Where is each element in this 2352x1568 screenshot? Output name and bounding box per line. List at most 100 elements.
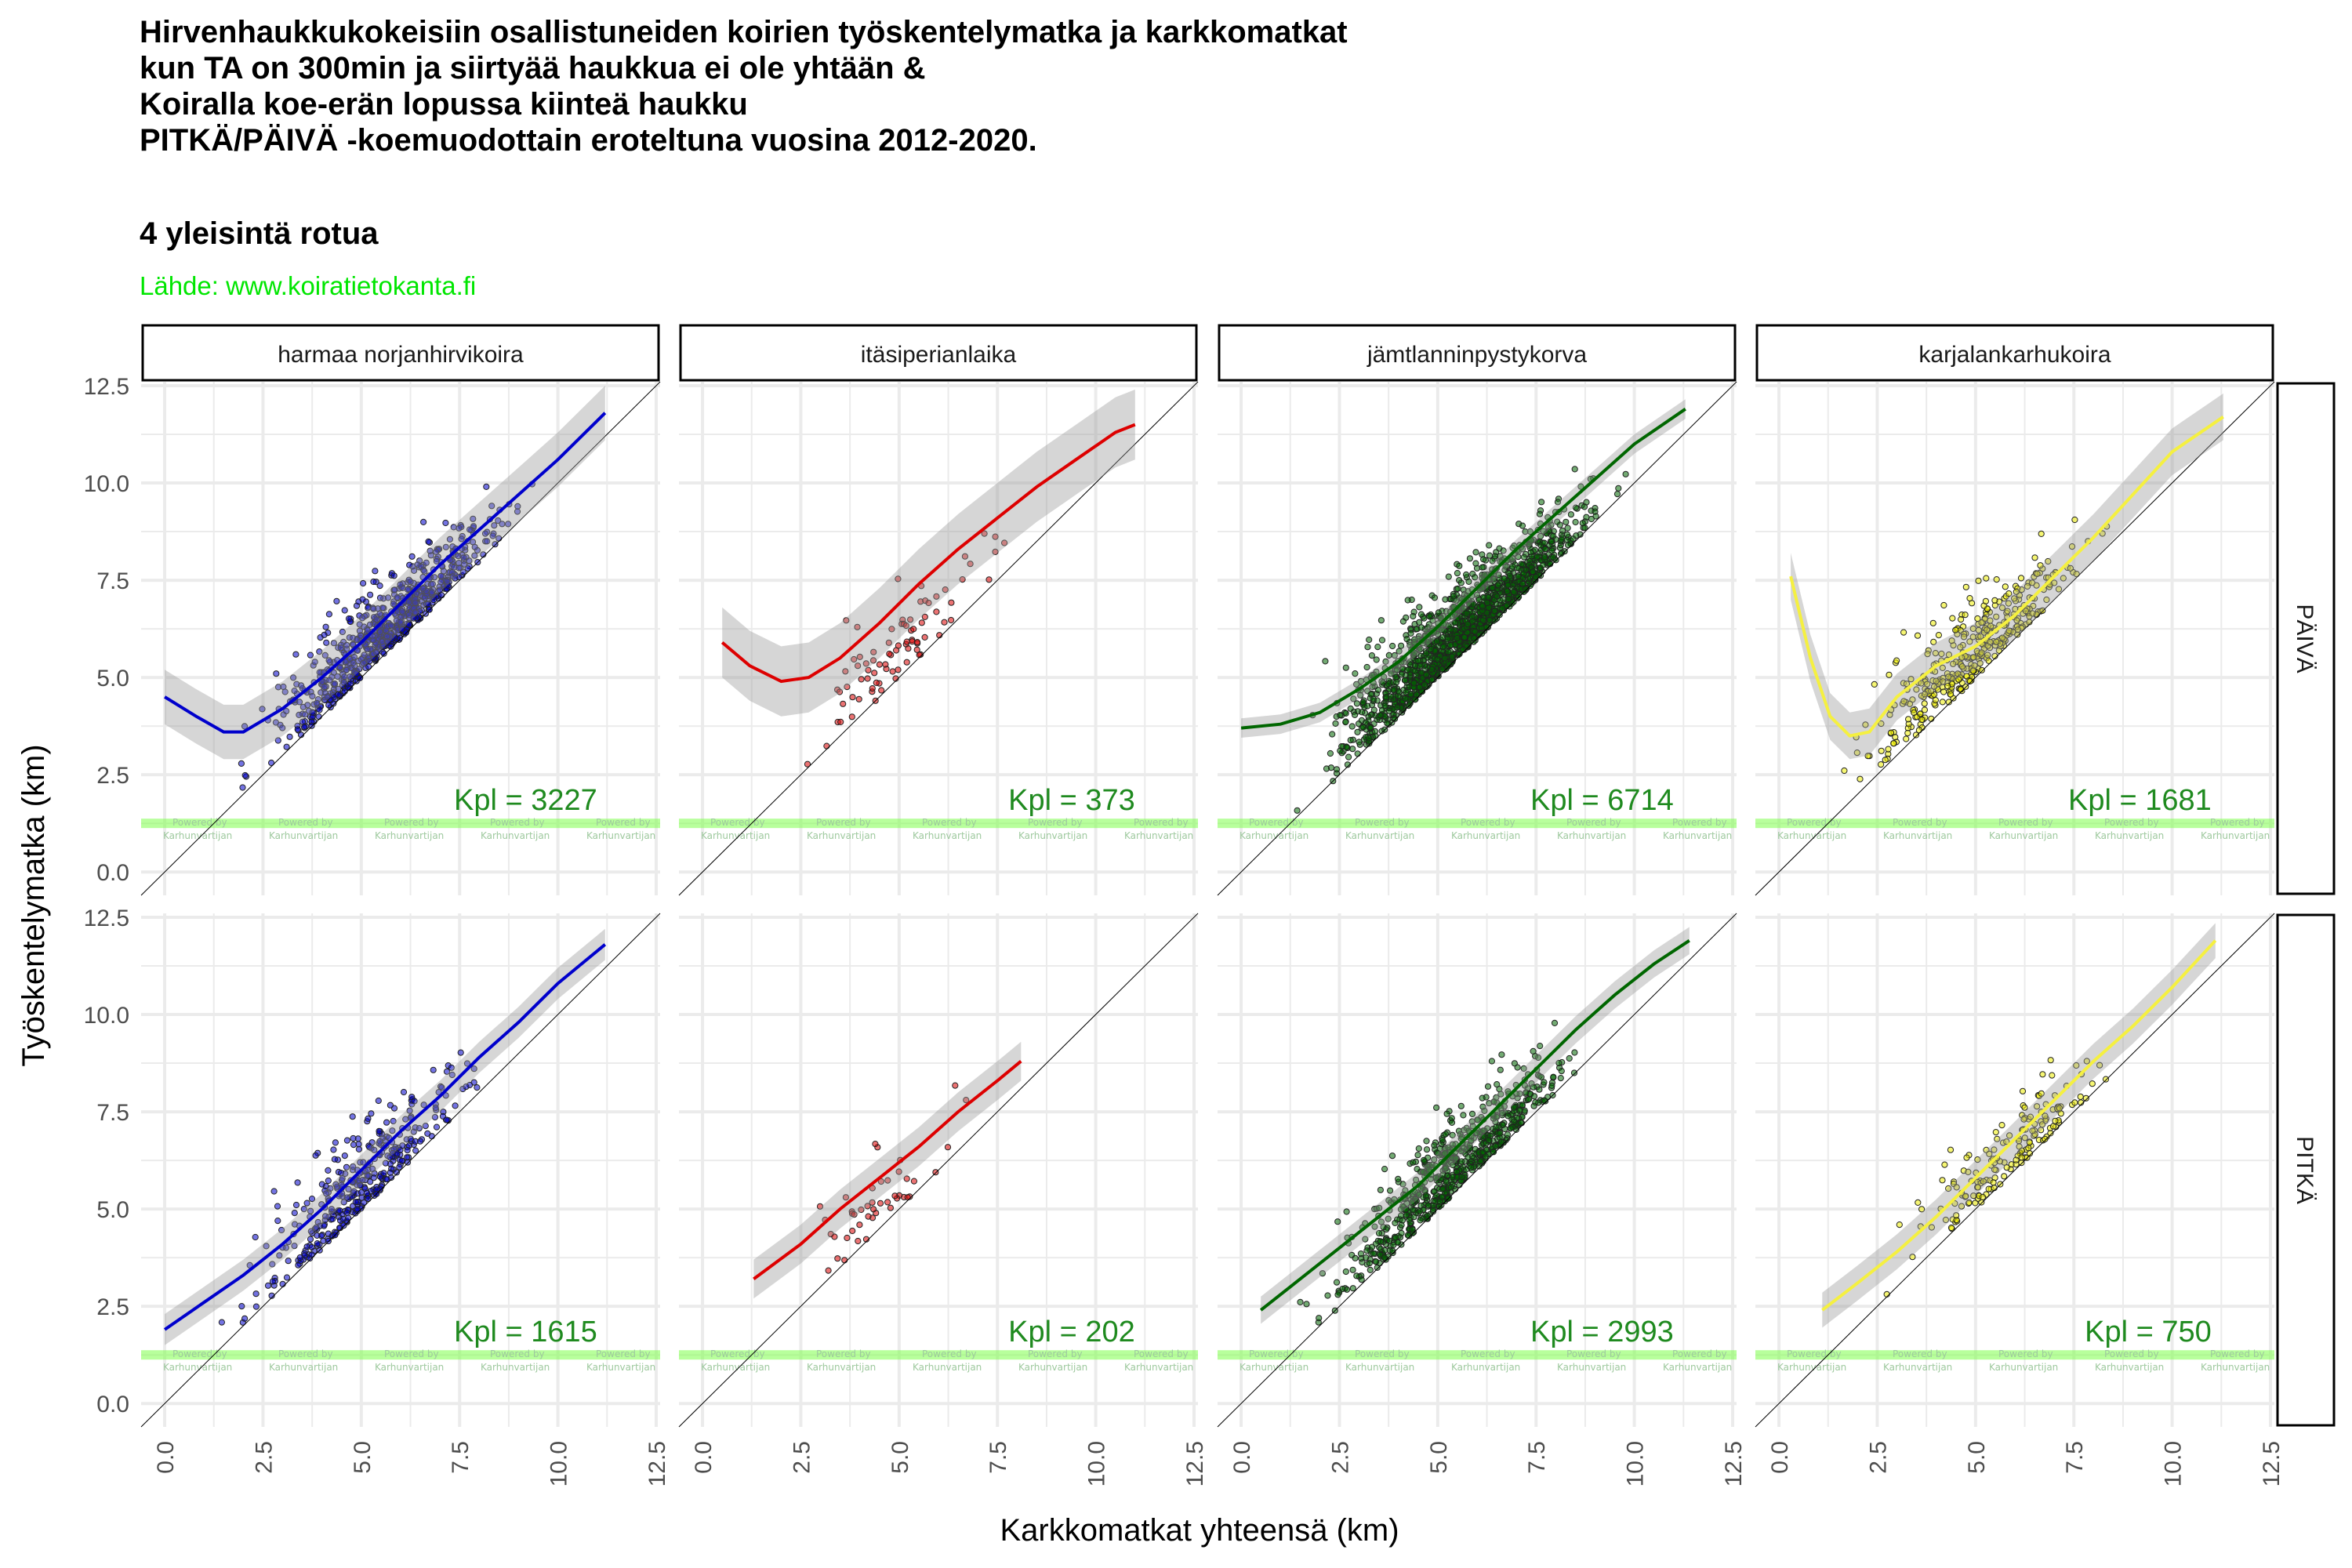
data-point bbox=[849, 694, 856, 701]
data-point bbox=[1463, 1166, 1470, 1173]
data-point bbox=[1563, 518, 1570, 525]
data-point bbox=[341, 607, 348, 614]
watermark-text: Powered by bbox=[1893, 1348, 1947, 1359]
data-point bbox=[2052, 1117, 2059, 1124]
watermark-text: Karhunvartijan bbox=[2095, 830, 2164, 841]
watermark-text: Powered by bbox=[1672, 817, 1727, 828]
x-tick-label: 5.0 bbox=[350, 1441, 376, 1474]
data-point bbox=[1332, 720, 1339, 728]
data-point bbox=[1353, 1272, 1360, 1279]
data-point bbox=[1471, 635, 1478, 642]
data-point bbox=[1370, 695, 1377, 703]
source-caption: Lähde: www.koiratietokanta.fi bbox=[140, 271, 477, 300]
data-point bbox=[2021, 1104, 2028, 1111]
watermark-band bbox=[141, 818, 660, 829]
data-point bbox=[1465, 1153, 1472, 1161]
data-point bbox=[1458, 1174, 1465, 1181]
data-point bbox=[1377, 1186, 1385, 1193]
data-point bbox=[1414, 1166, 1421, 1173]
data-point bbox=[2049, 1072, 2056, 1079]
row-strip-label: PITKÄ bbox=[2292, 1136, 2318, 1204]
data-point bbox=[848, 713, 855, 720]
data-point bbox=[349, 1113, 356, 1120]
watermark-text: Powered by bbox=[596, 1348, 651, 1359]
data-point bbox=[1905, 716, 1912, 723]
data-point bbox=[1414, 1152, 1421, 1159]
data-point bbox=[1454, 570, 1461, 577]
data-point bbox=[1303, 1301, 1310, 1308]
panel-7: Powered by Karhunvartijan Powered by Karhun… bbox=[1755, 913, 2275, 1428]
data-point bbox=[1491, 608, 1498, 615]
data-point bbox=[1404, 666, 1411, 673]
data-point bbox=[1468, 1110, 1476, 1118]
data-point bbox=[944, 1144, 952, 1151]
data-point bbox=[340, 1222, 347, 1229]
data-point bbox=[470, 515, 477, 522]
data-point bbox=[471, 552, 478, 559]
data-point bbox=[1472, 628, 1479, 635]
y-tick-label: 12.5 bbox=[84, 906, 129, 931]
data-point bbox=[1516, 1106, 1523, 1113]
data-point bbox=[1519, 522, 1526, 529]
data-point bbox=[933, 608, 940, 615]
watermark-text: Karhunvartijan bbox=[375, 830, 444, 841]
data-point bbox=[1392, 1234, 1399, 1241]
y-tick-label: 2.5 bbox=[96, 1294, 129, 1320]
data-point bbox=[1410, 680, 1417, 687]
data-point bbox=[458, 535, 465, 543]
data-point bbox=[1442, 1131, 1450, 1138]
watermark-text: Powered by bbox=[816, 1348, 871, 1359]
data-point bbox=[1540, 561, 1547, 568]
watermark-text: Powered by bbox=[278, 1348, 333, 1359]
x-tick-label: 0.0 bbox=[1767, 1441, 1793, 1474]
data-point bbox=[1343, 743, 1350, 751]
y-tick-label: 5.0 bbox=[96, 666, 129, 691]
data-point bbox=[433, 1123, 441, 1131]
data-point bbox=[1530, 1047, 1537, 1055]
x-tick-label: 0.0 bbox=[153, 1441, 179, 1474]
data-point bbox=[329, 1215, 336, 1223]
data-point bbox=[314, 1232, 321, 1240]
data-point bbox=[1359, 724, 1367, 731]
data-point bbox=[1581, 503, 1588, 510]
data-point bbox=[308, 1251, 315, 1258]
watermark-text: Powered by bbox=[2104, 1348, 2159, 1359]
data-point bbox=[855, 1237, 862, 1245]
data-point bbox=[1622, 470, 1629, 477]
data-point bbox=[1991, 597, 1998, 604]
data-point bbox=[1963, 1154, 1970, 1161]
data-point bbox=[2001, 1173, 2008, 1180]
data-point bbox=[1567, 511, 1575, 518]
y-tick-label: 5.0 bbox=[96, 1197, 129, 1223]
data-point bbox=[1551, 1019, 1559, 1027]
data-point bbox=[1548, 538, 1555, 545]
data-point bbox=[1488, 1058, 1496, 1065]
watermark-text: Powered by bbox=[490, 1348, 545, 1359]
data-point bbox=[404, 1147, 411, 1154]
data-point bbox=[1342, 1268, 1349, 1276]
data-point bbox=[1421, 681, 1428, 688]
data-point bbox=[1940, 688, 1947, 695]
data-point bbox=[1918, 716, 1926, 724]
watermark-text: Powered by bbox=[1461, 1348, 1515, 1359]
data-point bbox=[286, 733, 293, 740]
data-point bbox=[1445, 648, 1452, 655]
data-point bbox=[387, 1169, 394, 1176]
data-point bbox=[315, 713, 322, 720]
data-point bbox=[1541, 1079, 1548, 1086]
data-point bbox=[2018, 1160, 2025, 1167]
data-point bbox=[2071, 516, 2078, 524]
data-point bbox=[1390, 687, 1397, 694]
facet-strip-label: harmaa norjanhirvikoira bbox=[278, 342, 524, 368]
data-point bbox=[1373, 1258, 1380, 1265]
x-tick-label: 7.5 bbox=[448, 1441, 474, 1474]
data-point bbox=[2071, 1099, 2078, 1106]
x-tick-label: 0.0 bbox=[1229, 1441, 1255, 1474]
data-point bbox=[1904, 730, 1911, 737]
data-point bbox=[841, 1257, 848, 1264]
data-point bbox=[1480, 593, 1487, 601]
data-point bbox=[914, 639, 921, 646]
data-point bbox=[1482, 1153, 1490, 1160]
data-point bbox=[1349, 1285, 1356, 1292]
data-point bbox=[1374, 687, 1382, 694]
